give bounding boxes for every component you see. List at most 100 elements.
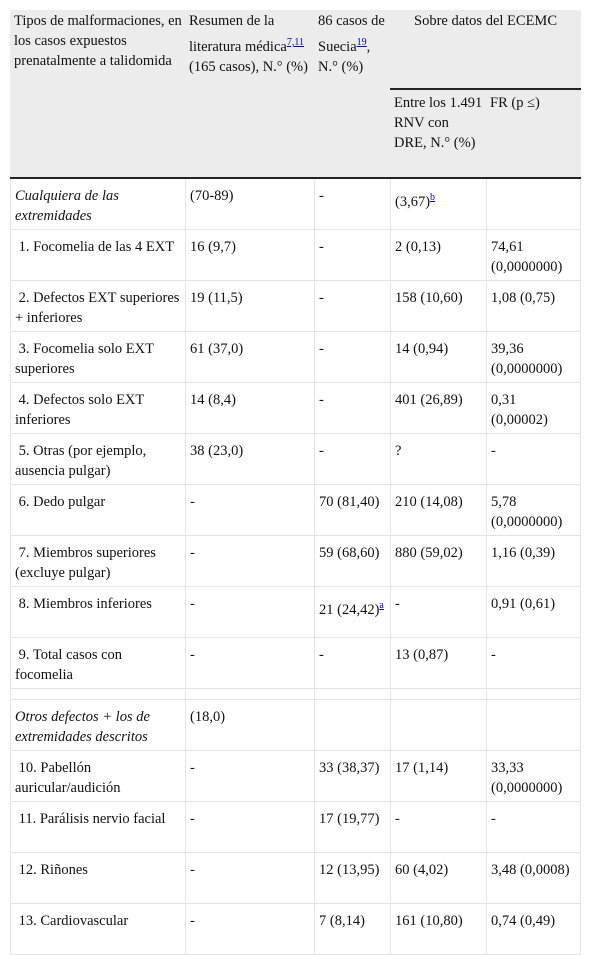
table-row: Cualquiera de las extremidades (70-89) - (3…: [10, 177, 582, 230]
footnote-link[interactable]: 19: [356, 37, 367, 48]
cell-text: 8. Miembros inferiores: [15, 596, 152, 612]
table-cell: 74,61 (0,0000000): [485, 229, 582, 281]
table-cell: 5,78 (0,0000000): [485, 484, 582, 536]
header-cell: Entre los 1.491 RNV con DRE, N.° (%): [390, 88, 487, 179]
cell-text: -: [319, 341, 324, 357]
cell-text: -: [190, 647, 195, 663]
table-cell: 5. Otras (por ejemplo, ausencia pulgar): [10, 433, 186, 485]
cell-text: 17 (19,77): [319, 811, 380, 827]
cell-text: 11. Parálisis nervio facial: [15, 811, 166, 827]
cell-text: Resumen de la literatura médica: [189, 13, 287, 55]
cell-text: Sobre datos del ECEMC: [414, 13, 557, 29]
cell-text: 3. Focomelia solo EXT superiores: [15, 341, 158, 377]
header-cell: 86 casos de Suecia19, N.° (%): [314, 10, 391, 179]
spacer-cell: [314, 688, 391, 700]
table-cell: -: [314, 637, 391, 689]
table-row: 12. Riñones - 12 (13,95) 60 (4,02) 3,48 (0,0…: [10, 852, 582, 904]
table-cell: 9. Total casos con focomelia: [10, 637, 186, 689]
cell-text: 7 (8,14): [319, 913, 365, 929]
table-cell: 12. Riñones: [10, 852, 186, 904]
cell-text: 210 (14,08): [395, 494, 463, 510]
cell-text: 5. Otras (por ejemplo, ausencia pulgar): [15, 443, 150, 479]
table-cell: -: [314, 331, 391, 383]
table-cell: 3,48 (0,0008): [485, 852, 582, 904]
table-row: 13. Cardiovascular - 7 (8,14) 161 (10,80) 0,…: [10, 903, 582, 955]
table-row: 8. Miembros inferiores -21 (24,42)a -0,91 …: [10, 586, 582, 638]
table-cell: -: [390, 801, 487, 853]
cell-text: (70-89): [190, 188, 234, 204]
footnote-link[interactable]: 7,11: [286, 37, 304, 48]
table-cell: 1,16 (0,39): [485, 535, 582, 587]
cell-text: (3,67): [395, 193, 431, 210]
footnote-link[interactable]: a: [379, 600, 384, 611]
table-row: 7. Miembros superiores (excluye pulgar) -…: [10, 535, 582, 587]
table-cell: 13. Cardiovascular: [10, 903, 186, 955]
cell-text: -: [190, 913, 195, 929]
table-cell: 1. Focomelia de las 4 EXT: [10, 229, 186, 281]
table-cell: -: [185, 484, 315, 536]
table-row: 2. Defectos EXT superiores + inferiores 1…: [10, 280, 582, 332]
cell-text: -: [190, 862, 195, 878]
cell-text: FR (p ≤): [490, 95, 540, 111]
cell-text: 6. Dedo pulgar: [15, 494, 106, 510]
table-cell: 21 (24,42)a: [314, 586, 391, 638]
cell-text: 14 (8,4): [190, 392, 236, 408]
table-cell: 39,36 (0,0000000): [485, 331, 582, 383]
cell-text: 61 (37,0): [190, 341, 244, 357]
table-header: Tipos de malformaciones, en los casos ex…: [10, 10, 582, 179]
cell-text: 2. Defectos EXT superiores + inferiores: [15, 290, 184, 326]
cell-text: 74,61 (0,0000000): [491, 239, 563, 275]
cell-text: 21 (24,42): [319, 601, 380, 618]
cell-text: 16 (9,7): [190, 239, 236, 255]
table-cell: [485, 699, 582, 751]
table-cell: -: [314, 382, 391, 434]
table-cell: 60 (4,02): [390, 852, 487, 904]
cell-text: 9. Total casos con focomelia: [15, 647, 126, 683]
table-cell: -: [485, 433, 582, 485]
cell-text: 2 (0,13): [395, 239, 441, 255]
cell-text: 12. Riñones: [15, 862, 88, 878]
cell-text: 13. Cardiovascular: [15, 913, 129, 929]
footnote-link[interactable]: b: [430, 192, 436, 203]
cell-text: 70 (81,40): [319, 494, 380, 510]
cell-text: 4. Defectos solo EXT inferiores: [15, 392, 148, 428]
spacer-cell: [185, 688, 315, 700]
cell-text: 10. Pabellón auricular/audición: [15, 760, 121, 796]
header-cell: Resumen de la literatura médica7,11 (165…: [185, 10, 315, 179]
spacer-cell: [10, 688, 186, 700]
cell-text: -: [190, 596, 195, 612]
header-group: Sobre datos del ECEMC: [389, 10, 582, 90]
spacer-cell: [485, 688, 582, 700]
cell-text: 7. Miembros superiores (excluye pulgar): [15, 545, 160, 581]
cell-text: 1,16 (0,39): [491, 545, 556, 561]
table-cell: Otros defectos + los de extremidades des…: [10, 699, 186, 751]
cell-text: -: [190, 545, 195, 561]
table-cell: 70 (81,40): [314, 484, 391, 536]
table-cell: 2 (0,13): [390, 229, 487, 281]
table-cell: -: [485, 801, 582, 853]
table-cell: (70-89): [185, 177, 315, 230]
cell-text: ?: [395, 443, 402, 459]
table-cell: 210 (14,08): [390, 484, 487, 536]
cell-text: 5,78 (0,0000000): [491, 494, 563, 530]
table-row: 9. Total casos con focomelia - - 13 (0,87) -: [10, 637, 582, 689]
table-cell: Cualquiera de las extremidades: [10, 177, 186, 230]
cell-text: 0,31 (0,00002): [491, 392, 548, 428]
table-cell: 8. Miembros inferiores: [10, 586, 186, 638]
table-cell: 14 (8,4): [185, 382, 315, 434]
cell-text: 19 (11,5): [190, 290, 243, 306]
table-row: Otros defectos + los de extremidades des…: [10, 699, 582, 751]
table-cell: 6. Dedo pulgar: [10, 484, 186, 536]
table-cell: 0,91 (0,61): [485, 586, 582, 638]
cell-text: 880 (59,02): [395, 545, 463, 561]
cell-text: 13 (0,87): [395, 647, 449, 663]
table-cell: 880 (59,02): [390, 535, 487, 587]
cell-text: 33 (38,37): [319, 760, 380, 776]
table-cell: [390, 699, 487, 751]
table-cell: [314, 699, 391, 751]
table-cell: -: [314, 229, 391, 281]
table-cell: 13 (0,87): [390, 637, 487, 689]
table-cell: -: [185, 535, 315, 587]
footnote-ref: 7,11: [287, 34, 304, 48]
header-cell: FR (p ≤): [485, 88, 582, 179]
